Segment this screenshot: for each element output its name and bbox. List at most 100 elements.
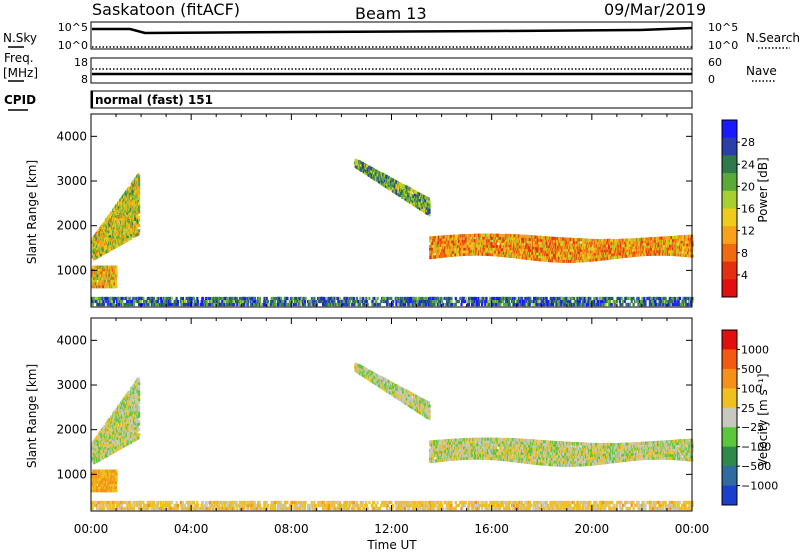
echo-cell xyxy=(115,268,118,272)
echo-cell xyxy=(551,250,554,254)
echo-cell xyxy=(92,247,95,251)
echo-cell xyxy=(526,253,529,258)
echo-cell xyxy=(599,257,602,261)
echo-cell xyxy=(137,173,140,177)
echo-cell xyxy=(345,296,348,301)
echo-cell xyxy=(174,299,178,304)
echo-cell xyxy=(534,235,538,239)
echo-cell xyxy=(93,265,96,269)
echo-cell xyxy=(634,243,637,247)
echo-cell xyxy=(117,214,120,218)
echo-cell xyxy=(95,276,98,280)
echo-cell xyxy=(596,239,599,243)
echo-cell xyxy=(505,246,508,250)
echo-cell xyxy=(108,268,111,272)
echo-cell xyxy=(493,253,496,257)
echo-cell xyxy=(210,299,213,304)
echo-cell xyxy=(124,228,127,233)
echo-cell xyxy=(593,252,596,256)
echo-cell xyxy=(134,190,137,194)
nsearch-label: N.Search xyxy=(746,31,800,45)
echo-cell xyxy=(109,265,112,269)
echo-cell xyxy=(656,236,660,240)
echo-cell xyxy=(129,296,132,301)
echo-cell xyxy=(114,271,117,275)
echo-cell xyxy=(543,252,546,257)
echo-cell xyxy=(128,220,131,224)
echo-cell xyxy=(400,186,404,190)
echo-cell xyxy=(376,296,379,301)
echo-cell xyxy=(645,237,648,241)
echo-cell xyxy=(506,244,509,248)
echo-cell xyxy=(521,248,524,252)
echo-cell xyxy=(433,238,436,243)
echo-cell xyxy=(135,211,138,215)
echo-cell xyxy=(440,251,443,256)
echo-cell xyxy=(132,195,136,199)
echo-cell xyxy=(505,233,508,237)
echo-cell xyxy=(611,247,615,251)
echo-cell xyxy=(365,171,368,175)
echo-cell xyxy=(395,180,398,184)
echo-cell xyxy=(96,231,99,235)
echo-cell xyxy=(658,236,661,240)
echo-cell xyxy=(360,168,363,173)
echo-cell xyxy=(99,273,102,278)
echo-cell xyxy=(554,237,557,241)
echo-cell xyxy=(628,238,631,242)
echo-cell xyxy=(461,239,464,243)
echo-cell xyxy=(102,222,105,226)
echo-cell xyxy=(477,247,480,251)
echo-cell xyxy=(490,239,493,243)
echo-cell xyxy=(581,256,584,260)
echo-cell xyxy=(588,253,591,257)
echo-cell xyxy=(539,241,542,245)
echo-cell xyxy=(645,240,648,244)
echo-cell xyxy=(127,302,131,307)
echo-cell xyxy=(471,247,474,251)
echo-cell xyxy=(119,242,122,246)
echo-cell xyxy=(134,296,137,301)
echo-cell xyxy=(409,190,412,194)
echo-cell xyxy=(125,192,128,196)
echo-cell xyxy=(598,252,601,256)
echo-cell xyxy=(132,211,136,215)
echo-cell xyxy=(243,302,246,307)
echo-cell xyxy=(117,216,121,220)
echo-cell xyxy=(100,265,103,269)
echo-cell xyxy=(127,235,130,239)
echo-cell xyxy=(569,254,573,258)
echo-cell xyxy=(107,273,110,278)
echo-cell xyxy=(624,241,627,245)
echo-cell xyxy=(510,241,513,245)
echo-cell xyxy=(232,299,235,304)
echo-cell xyxy=(474,249,477,253)
echo-cell xyxy=(124,201,127,205)
echo-cell xyxy=(434,244,437,248)
echo-cell xyxy=(460,252,463,257)
echo-cell xyxy=(355,162,358,166)
echo-cell xyxy=(472,247,476,251)
echo-cell xyxy=(466,239,469,243)
echo-cell xyxy=(376,173,379,177)
echo-cell xyxy=(576,246,579,250)
echo-cell xyxy=(116,219,119,223)
echo-cell xyxy=(611,250,615,254)
echo-cell xyxy=(515,234,518,238)
echo-cell xyxy=(471,241,474,245)
echo-cell xyxy=(658,249,661,253)
echo-cell xyxy=(576,251,579,255)
echo-cell xyxy=(558,248,561,252)
echo-cell xyxy=(457,253,460,257)
echo-cell xyxy=(501,242,504,246)
echo-cell xyxy=(138,185,141,190)
echo-cell xyxy=(652,252,655,256)
echo-cell xyxy=(286,296,289,301)
echo-cell xyxy=(471,233,474,238)
echo-cell xyxy=(560,254,563,258)
echo-cell xyxy=(523,245,526,249)
echo-cell xyxy=(549,253,552,257)
echo-cell xyxy=(554,239,558,243)
echo-cell xyxy=(121,299,124,304)
echo-cell xyxy=(521,237,524,241)
